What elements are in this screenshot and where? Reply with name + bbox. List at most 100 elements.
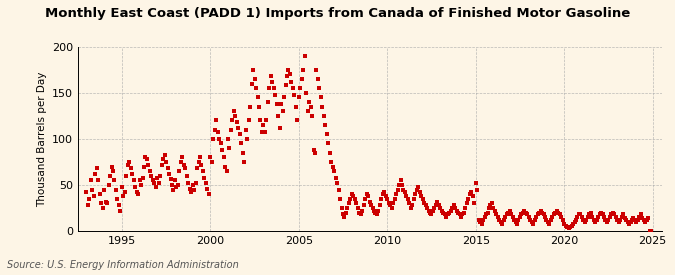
Point (285, 72, 296, 76)
Point (391, 192, 402, 196)
Point (537, 210, 547, 215)
Point (86, 178, 97, 183)
Point (606, 212, 617, 217)
Point (453, 210, 464, 215)
Point (558, 218, 568, 222)
Point (295, 86, 306, 90)
Point (310, 150, 321, 155)
Point (301, 90, 312, 95)
Point (305, 104, 316, 109)
Point (603, 218, 614, 222)
Point (426, 212, 437, 217)
Point (227, 118, 238, 123)
Point (379, 190, 389, 194)
Point (97, 206, 108, 210)
Point (87, 187, 98, 192)
Point (230, 114, 241, 118)
Point (593, 215, 603, 219)
Point (246, 81, 257, 86)
Point (113, 203, 124, 207)
Point (367, 206, 378, 210)
Point (585, 210, 596, 215)
Point (605, 215, 616, 219)
Point (547, 215, 558, 219)
Point (187, 183, 198, 187)
Point (286, 79, 297, 84)
Point (621, 218, 632, 222)
Point (634, 215, 645, 219)
Point (574, 212, 585, 217)
Point (535, 208, 546, 213)
Point (394, 183, 404, 187)
Point (632, 218, 643, 222)
Point (559, 221, 570, 226)
Point (518, 210, 529, 215)
Point (298, 68, 308, 72)
Point (395, 178, 406, 183)
Point (229, 109, 240, 113)
Point (202, 186, 213, 191)
Point (355, 212, 366, 217)
Point (192, 166, 202, 170)
Point (243, 118, 254, 123)
Point (325, 150, 335, 155)
Point (265, 74, 276, 78)
Point (386, 206, 397, 210)
Point (289, 92, 300, 97)
Point (458, 210, 469, 215)
Point (469, 201, 480, 206)
Point (143, 163, 154, 167)
Point (115, 208, 126, 213)
Point (176, 160, 186, 164)
Point (579, 219, 590, 224)
Point (196, 163, 207, 167)
Point (646, 229, 657, 233)
Point (437, 208, 448, 213)
Point (382, 197, 393, 201)
Point (581, 218, 592, 222)
Point (240, 127, 251, 132)
Point (167, 183, 178, 187)
Point (193, 160, 204, 164)
Point (250, 86, 261, 90)
Point (111, 187, 122, 192)
Point (311, 68, 322, 72)
Point (105, 174, 115, 178)
Point (575, 212, 586, 217)
Point (117, 185, 128, 189)
Point (371, 212, 382, 217)
Point (281, 74, 292, 78)
Point (516, 212, 526, 217)
Point (523, 215, 534, 219)
Point (162, 166, 173, 170)
Point (609, 212, 620, 217)
Point (375, 203, 385, 207)
Point (504, 208, 515, 213)
Point (258, 123, 269, 127)
Point (126, 166, 136, 170)
Point (173, 183, 184, 187)
Point (119, 190, 130, 194)
Point (194, 155, 205, 160)
Point (563, 226, 574, 230)
Point (288, 86, 298, 90)
Point (184, 186, 195, 191)
Point (389, 197, 400, 201)
Point (539, 215, 550, 219)
Point (431, 203, 441, 207)
Point (95, 192, 105, 196)
Point (495, 219, 506, 224)
Point (223, 137, 234, 141)
Point (565, 225, 576, 230)
Point (174, 169, 185, 173)
Point (641, 218, 652, 222)
Point (612, 218, 622, 222)
Point (256, 129, 267, 134)
Point (333, 187, 344, 192)
Point (134, 178, 145, 183)
Point (502, 212, 512, 217)
Point (519, 208, 530, 213)
Point (369, 208, 379, 213)
Point (171, 185, 182, 189)
Point (551, 208, 562, 213)
